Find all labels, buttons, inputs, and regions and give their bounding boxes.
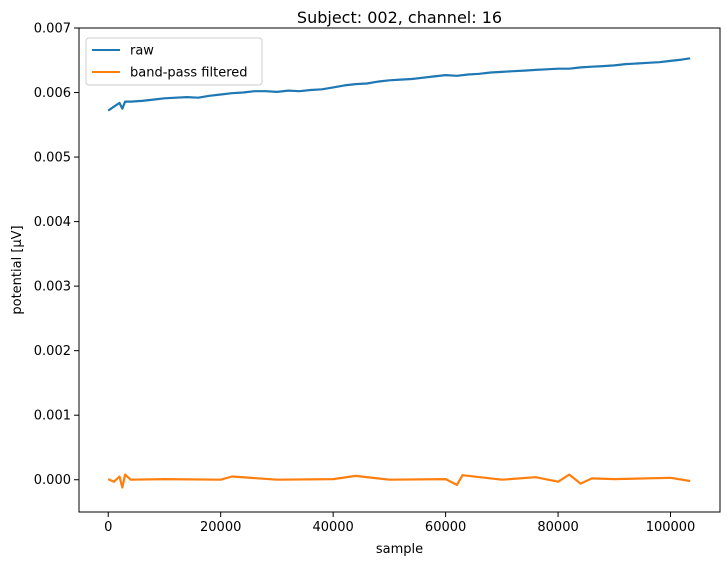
series-line-0 [107,57,691,112]
series-line-1 [107,473,691,489]
x-tick-label: 100000 [646,520,696,535]
x-axis-label: sample [376,542,423,557]
y-tick-label: 0.006 [34,86,71,101]
plot-frame [78,27,721,513]
series-layer [107,57,691,489]
y-tick-label: 0.007 [34,22,71,37]
y-tick-label: 0.001 [34,409,71,424]
axes-layer [78,27,721,513]
legend-box [85,37,263,86]
x-tick-label: 40000 [312,520,353,535]
y-tick-label: 0.003 [34,280,71,295]
y-tick-label: 0.000 [34,473,71,488]
y-axis-ticks: 0.000 0.001 0.002 0.003 0.004 0.005 0.006 0.007 [34,22,79,488]
x-tick-label: 0 [104,520,112,535]
x-tick-label: 20000 [200,520,241,535]
x-axis-ticks: 0 20000 40000 60000 80000 100000 [104,512,695,535]
x-tick-label: 60000 [425,520,466,535]
x-tick-label: 80000 [537,520,578,535]
y-axis-label: potential [µV] [10,225,25,314]
legend-label-1: band-pass filtered [130,66,248,81]
chart-title: Subject: 002, channel: 16 [297,8,502,27]
plot-area [79,28,720,512]
legend-label-0: raw [130,44,154,59]
legend: raw band-pass filtered [85,37,263,86]
y-tick-label: 0.002 [34,344,71,359]
y-tick-label: 0.004 [34,215,71,230]
y-tick-label: 0.005 [34,151,71,166]
